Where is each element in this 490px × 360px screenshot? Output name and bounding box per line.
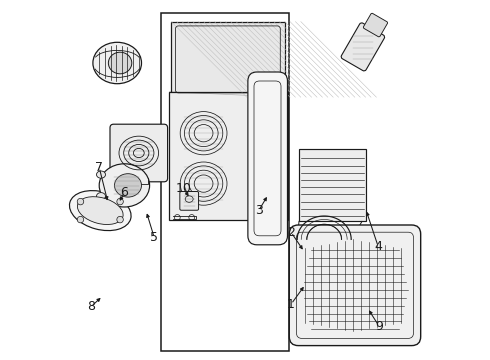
Text: 6: 6 xyxy=(121,186,128,199)
Ellipse shape xyxy=(93,42,142,84)
FancyBboxPatch shape xyxy=(364,13,388,37)
Circle shape xyxy=(77,216,84,223)
Text: 8: 8 xyxy=(87,300,95,313)
Text: 5: 5 xyxy=(150,231,158,244)
Text: 1: 1 xyxy=(287,298,295,311)
Text: 4: 4 xyxy=(374,240,382,253)
FancyBboxPatch shape xyxy=(248,72,288,245)
Circle shape xyxy=(117,198,123,205)
Ellipse shape xyxy=(97,171,105,178)
Text: 10: 10 xyxy=(176,183,192,195)
FancyBboxPatch shape xyxy=(180,192,198,210)
Text: 7: 7 xyxy=(95,161,103,174)
Ellipse shape xyxy=(115,174,142,197)
Bar xyxy=(171,22,285,97)
Ellipse shape xyxy=(97,193,105,200)
Circle shape xyxy=(77,198,84,205)
FancyBboxPatch shape xyxy=(289,225,421,346)
Ellipse shape xyxy=(77,197,123,225)
Text: 3: 3 xyxy=(255,204,263,217)
Bar xyxy=(170,92,288,220)
FancyBboxPatch shape xyxy=(341,23,385,71)
FancyBboxPatch shape xyxy=(110,124,168,182)
Bar xyxy=(162,13,289,351)
Ellipse shape xyxy=(99,164,149,207)
Circle shape xyxy=(117,216,123,223)
Ellipse shape xyxy=(70,190,131,231)
Bar xyxy=(299,149,366,221)
Text: 9: 9 xyxy=(375,320,383,333)
Ellipse shape xyxy=(108,52,132,74)
Text: 2: 2 xyxy=(287,226,295,239)
